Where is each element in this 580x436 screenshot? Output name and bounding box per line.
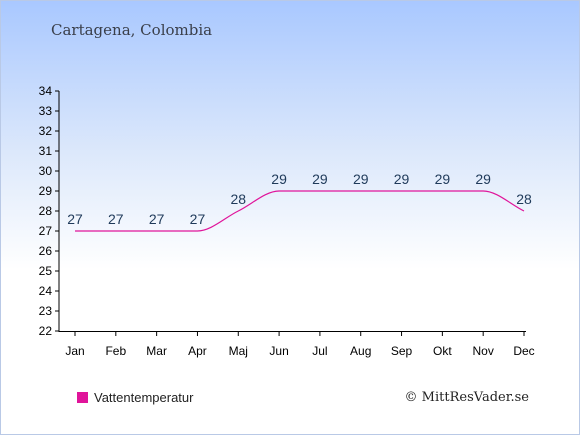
y-tick-label: 25 bbox=[39, 264, 53, 278]
data-label: 29 bbox=[353, 171, 369, 187]
chart-title: Cartagena, Colombia bbox=[51, 21, 213, 39]
y-tick-label: 23 bbox=[39, 304, 53, 318]
data-label: 29 bbox=[271, 171, 287, 187]
y-tick-label: 27 bbox=[39, 224, 53, 238]
data-label: 29 bbox=[475, 171, 491, 187]
y-tick-label: 28 bbox=[39, 204, 53, 218]
legend: Vattentemperatur bbox=[77, 390, 193, 405]
y-tick-label: 30 bbox=[39, 164, 53, 178]
y-tick-label: 26 bbox=[39, 244, 53, 258]
x-tick-label: Jan bbox=[65, 344, 84, 358]
credit-text: © MittResVader.se bbox=[404, 390, 529, 405]
data-label: 27 bbox=[67, 211, 83, 227]
x-tick-label: Feb bbox=[105, 344, 126, 358]
data-label: 27 bbox=[108, 211, 124, 227]
legend-label: Vattentemperatur bbox=[94, 390, 194, 405]
x-tick-label: Mar bbox=[146, 344, 167, 358]
data-label: 29 bbox=[394, 171, 410, 187]
y-tick-label: 33 bbox=[39, 104, 53, 118]
x-tick-label: Sep bbox=[391, 344, 413, 358]
x-tick-label: Okt bbox=[433, 344, 452, 358]
data-label: 29 bbox=[312, 171, 328, 187]
x-tick-label: Dec bbox=[513, 344, 534, 358]
data-label: 29 bbox=[435, 171, 451, 187]
y-tick-label: 32 bbox=[39, 124, 53, 138]
data-label: 28 bbox=[516, 191, 532, 207]
data-label: 27 bbox=[190, 211, 206, 227]
y-tick-label: 29 bbox=[39, 184, 53, 198]
data-label: 27 bbox=[149, 211, 165, 227]
legend-swatch bbox=[77, 392, 88, 403]
x-tick-label: Jun bbox=[269, 344, 288, 358]
x-tick-label: Nov bbox=[473, 344, 494, 358]
x-tick-label: Apr bbox=[188, 344, 207, 358]
series-line bbox=[74, 190, 525, 232]
x-tick-label: Maj bbox=[229, 344, 248, 358]
data-label: 28 bbox=[230, 191, 246, 207]
y-tick-label: 22 bbox=[39, 324, 53, 338]
x-tick-label: Jul bbox=[312, 344, 327, 358]
y-tick-label: 31 bbox=[39, 144, 53, 158]
y-tick-label: 34 bbox=[39, 84, 53, 98]
x-tick-label: Aug bbox=[350, 344, 371, 358]
y-tick-label: 24 bbox=[39, 284, 53, 298]
